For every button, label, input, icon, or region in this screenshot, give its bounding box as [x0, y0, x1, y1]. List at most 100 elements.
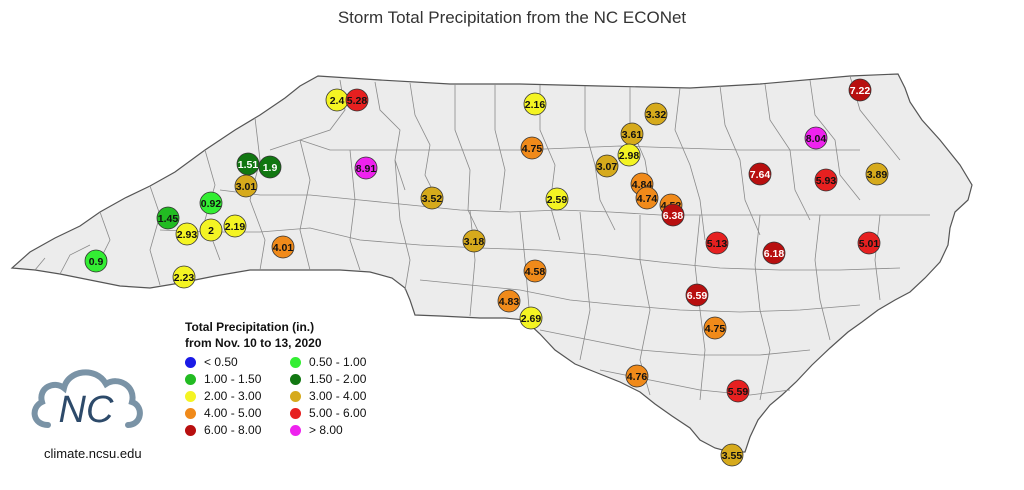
station-circle [271, 235, 295, 259]
legend-swatch [290, 424, 301, 436]
legend-item: 0.50 - 1.00 [290, 355, 366, 369]
station-value: 3.55 [722, 450, 743, 462]
station-circle [545, 187, 569, 211]
station-circle [644, 102, 668, 126]
legend-swatch [290, 390, 301, 402]
station-value: 6.38 [663, 210, 684, 222]
station-marker: 4.75 [703, 316, 727, 340]
station-circle [705, 231, 729, 255]
station-circle [156, 206, 180, 230]
station-marker: 6.59 [685, 283, 709, 307]
station-circle [617, 143, 641, 167]
station-value: 7.64 [750, 169, 771, 181]
legend-swatch [290, 356, 301, 368]
station-circle [625, 364, 649, 388]
station-marker: 2.69 [519, 306, 543, 330]
station-marker: 3.61 [620, 122, 644, 146]
station-value: 2.4 [330, 95, 345, 107]
station-circle [814, 168, 838, 192]
station-marker: 0.9 [84, 249, 108, 273]
station-value: 3.32 [646, 109, 667, 121]
station-circle [804, 126, 828, 150]
station-circle [865, 162, 889, 186]
station-circle [661, 203, 685, 227]
legend-label: 5.00 - 6.00 [309, 406, 367, 420]
station-value: 4.75 [705, 323, 726, 335]
station-circle [420, 186, 444, 210]
station-value: 5.93 [816, 175, 837, 187]
station-value: 4.75 [522, 143, 543, 155]
station-value: 3.01 [236, 181, 257, 193]
legend-swatch [185, 356, 196, 368]
station-value: 4.01 [273, 242, 294, 254]
station-value: 7.22 [850, 85, 871, 97]
cloud-icon [31, 369, 143, 428]
station-value: 4.74 [637, 193, 658, 205]
station-circle [519, 306, 543, 330]
station-value: 0.92 [201, 198, 222, 210]
legend-label: 1.00 - 1.50 [204, 372, 262, 386]
station-circle [848, 78, 872, 102]
logo-text: NC [59, 389, 114, 431]
station-circle [354, 156, 378, 180]
station-value: 6.18 [764, 248, 785, 260]
station-marker: 5.59 [726, 379, 750, 403]
legend-item: 3.00 - 4.00 [290, 389, 366, 403]
station-circle [199, 191, 223, 215]
station-marker: 2.19 [223, 214, 247, 238]
station-marker: 3.32 [644, 102, 668, 126]
legend-item: < 0.50 [185, 355, 238, 369]
station-marker: 4.76 [625, 364, 649, 388]
legend-swatch [185, 407, 196, 419]
legend-swatch [290, 407, 301, 419]
station-circle [345, 88, 369, 112]
station-marker: 4.01 [271, 235, 295, 259]
station-value: 2.23 [174, 272, 195, 284]
station-marker: 5.28 [345, 88, 369, 112]
legend-item: 4.00 - 5.00 [185, 406, 261, 420]
station-circle [857, 231, 881, 255]
legend-item: 5.00 - 6.00 [290, 406, 366, 420]
station-marker: 5.01 [857, 231, 881, 255]
station-circle [595, 154, 619, 178]
station-value: 2.93 [177, 229, 198, 241]
station-marker: 1.45 [156, 206, 180, 230]
station-value: 5.28 [347, 95, 368, 107]
legend-item: 1.50 - 2.00 [290, 372, 366, 386]
legend-label: > 8.00 [309, 423, 343, 437]
station-value: 1.9 [263, 162, 278, 174]
station-marker: 4.74 [635, 186, 659, 210]
station-value: 2.16 [525, 99, 546, 111]
station-value: 3.89 [867, 169, 888, 181]
station-value: 4.76 [627, 371, 648, 383]
station-marker: 2.4 [325, 88, 349, 112]
station-value: 2 [208, 225, 214, 237]
station-marker: 3.55 [720, 443, 744, 467]
station-circle [172, 265, 196, 289]
station-marker: 1.51 [236, 152, 260, 176]
station-circle [497, 289, 521, 313]
legend-subtitle: from Nov. 10 to 13, 2020 [185, 336, 322, 350]
legend-swatch [185, 390, 196, 402]
station-circle [523, 259, 547, 283]
station-value: 3.61 [622, 129, 643, 141]
station-value: 4.83 [499, 296, 520, 308]
station-value: 2.19 [225, 221, 246, 233]
station-value: 2.98 [619, 150, 640, 162]
station-marker: 2.16 [523, 92, 547, 116]
legend-label: 6.00 - 8.00 [204, 423, 262, 437]
legend-label: 3.00 - 4.00 [309, 389, 367, 403]
station-marker: 2 [199, 218, 223, 242]
station-marker: 4.75 [520, 136, 544, 160]
legend-item: 2.00 - 3.00 [185, 389, 261, 403]
station-marker: 3.89 [865, 162, 889, 186]
station-circle [685, 283, 709, 307]
legend-swatch [185, 373, 196, 385]
station-circle [234, 174, 258, 198]
station-marker: 2.59 [545, 187, 569, 211]
station-marker: 3.01 [234, 174, 258, 198]
station-marker: 6.38 [661, 203, 685, 227]
climate-office-logo: NC [31, 369, 143, 431]
station-value: 4.58 [525, 266, 546, 278]
station-circle [720, 443, 744, 467]
